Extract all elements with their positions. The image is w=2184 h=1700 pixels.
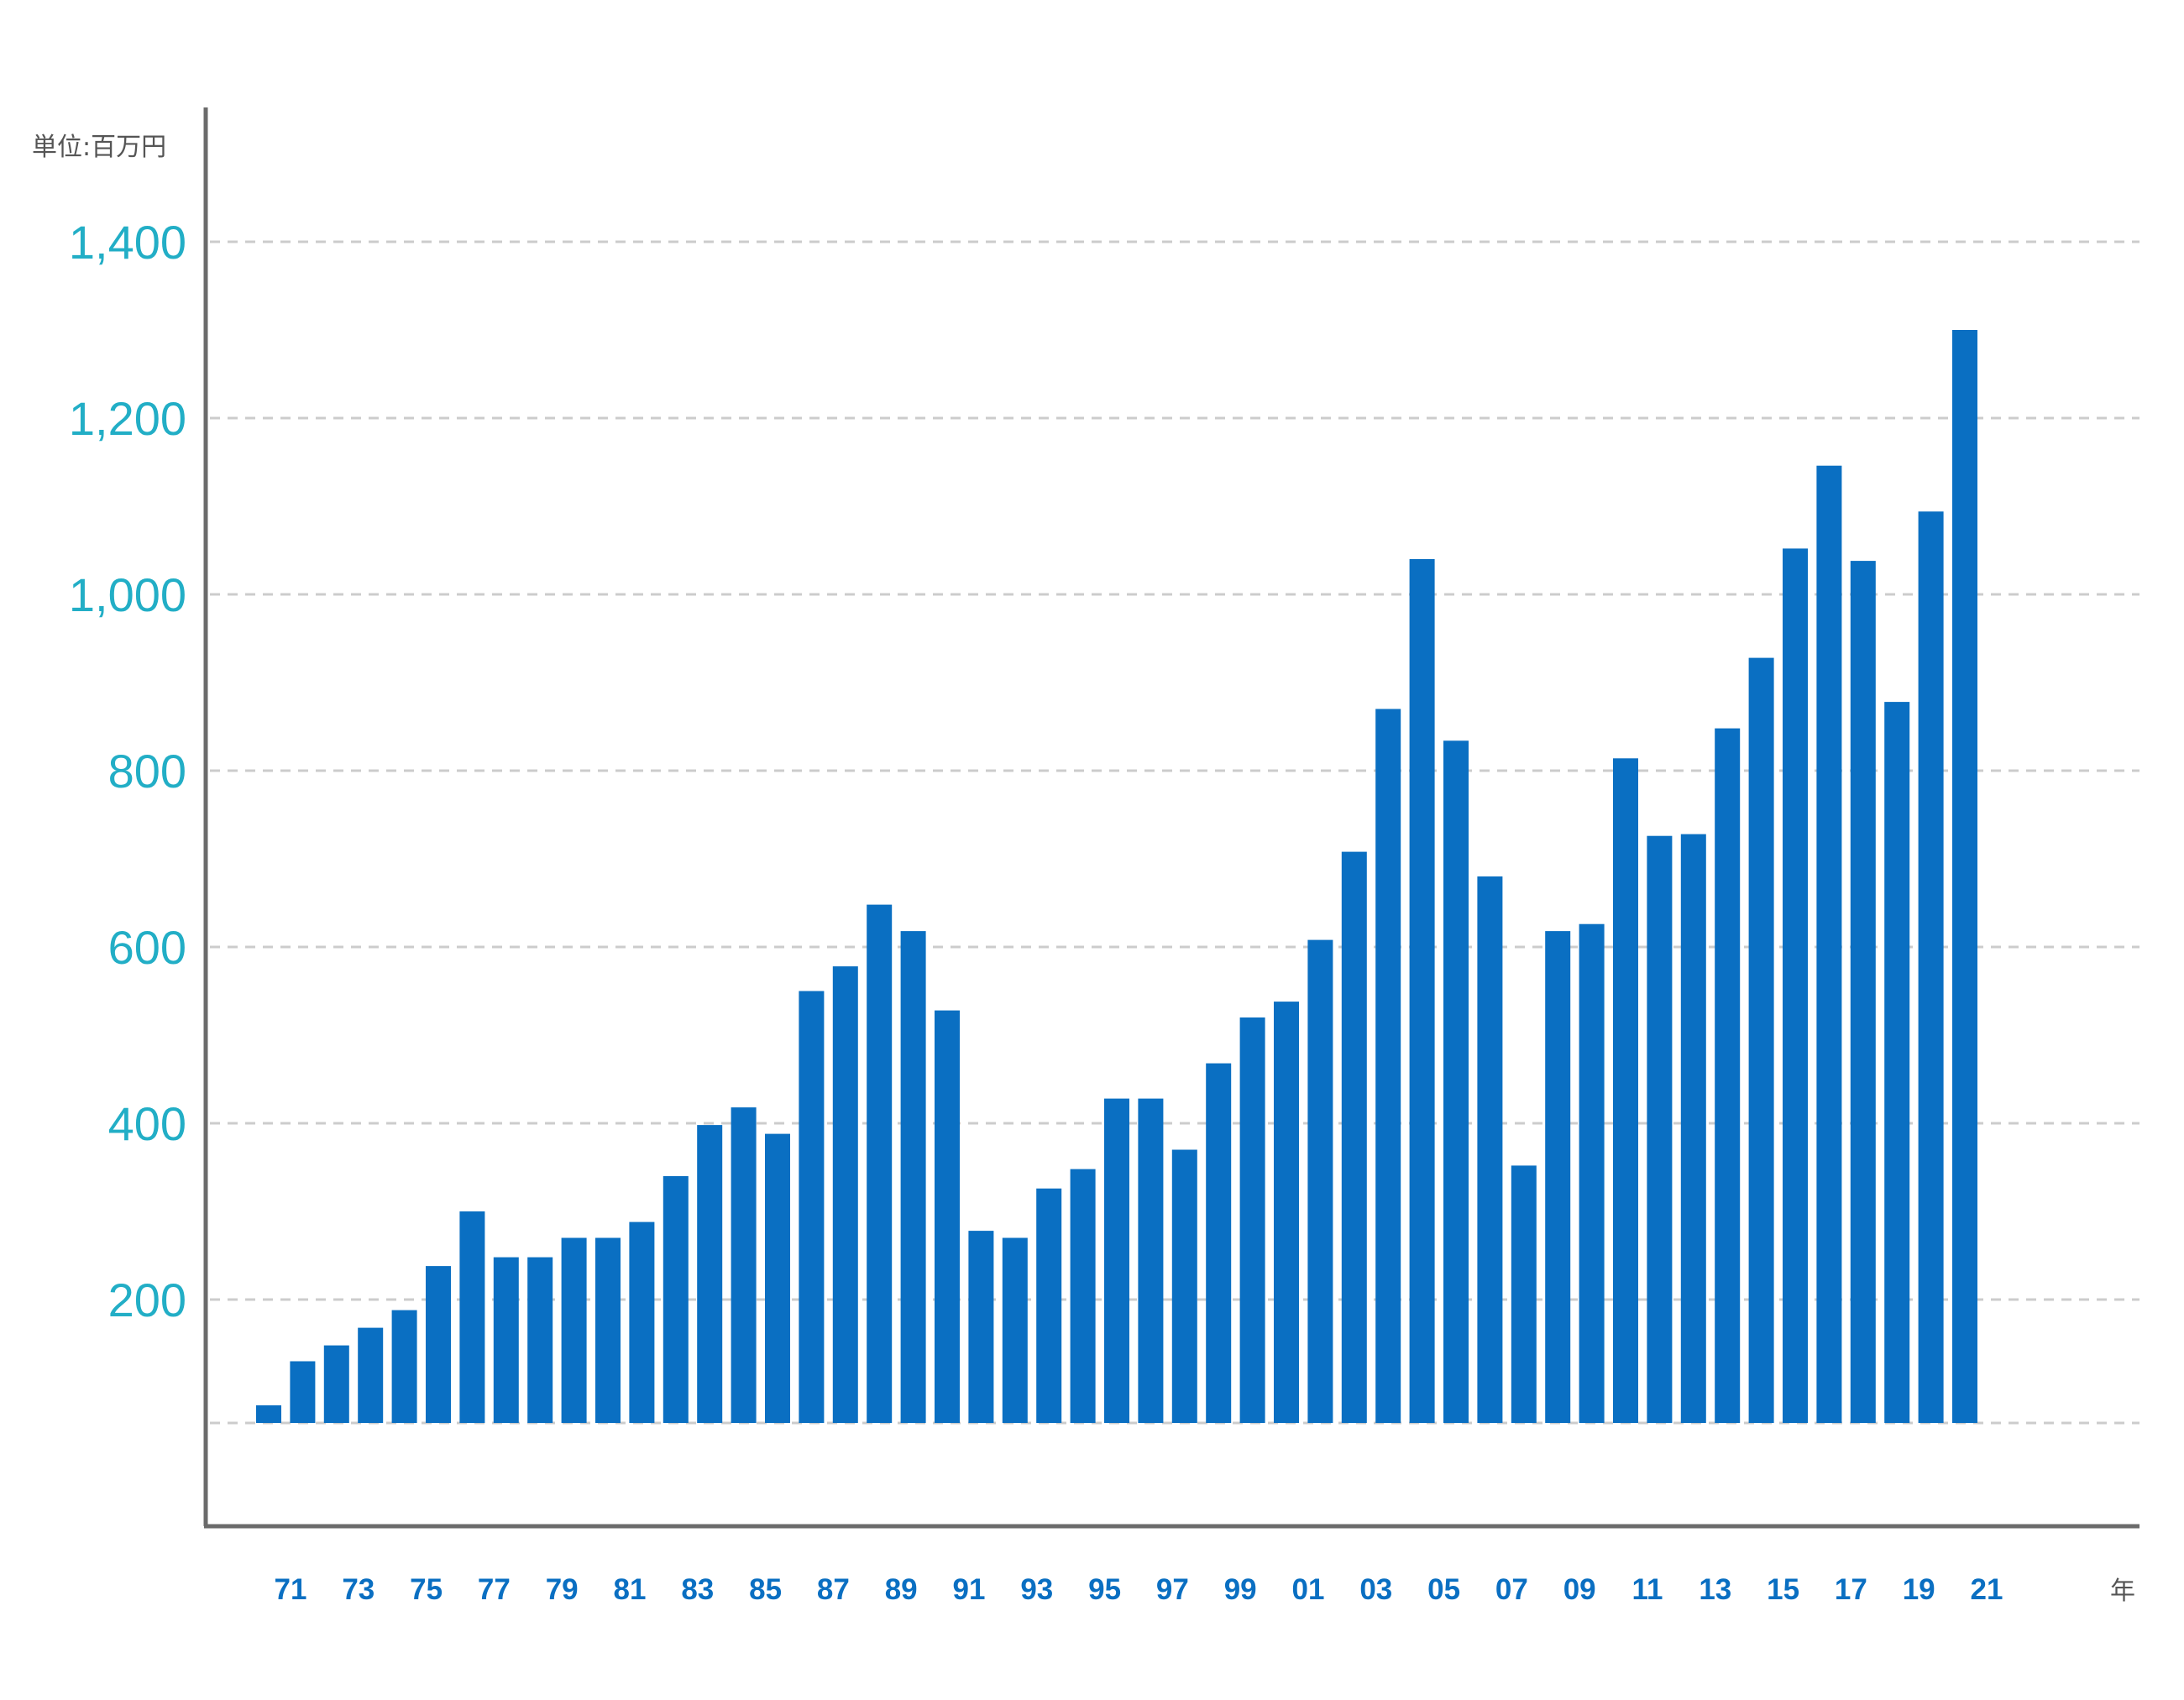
- bar: [1579, 923, 1605, 1423]
- bar: [459, 1211, 485, 1423]
- x-tick-label: 77: [478, 1573, 511, 1606]
- bar: [832, 966, 858, 1423]
- x-tick-label: 19: [1903, 1573, 1935, 1606]
- bar: [426, 1266, 451, 1423]
- y-tick-label: 600: [108, 921, 186, 974]
- x-tick-label: 17: [1835, 1573, 1867, 1606]
- x-tick-label: 89: [885, 1573, 918, 1606]
- bar: [867, 904, 893, 1423]
- bar: [1647, 835, 1673, 1423]
- bar: [1748, 657, 1774, 1423]
- bar: [1511, 1165, 1537, 1423]
- x-axis-unit-label: 年: [2110, 1577, 2135, 1606]
- bar: [391, 1310, 417, 1423]
- bar: [1680, 834, 1706, 1423]
- bar: [1850, 561, 1876, 1423]
- y-tick-label: 1,200: [69, 392, 186, 445]
- x-tick-label: 05: [1427, 1573, 1460, 1606]
- x-tick-label: 09: [1563, 1573, 1596, 1606]
- x-tick-label: 99: [1224, 1573, 1257, 1606]
- bar: [731, 1107, 757, 1423]
- bar: [1918, 511, 1944, 1423]
- x-tick-label: 85: [749, 1573, 782, 1606]
- bar: [1715, 728, 1741, 1423]
- bar: [1816, 465, 1842, 1424]
- unit-label: 単位:百万円: [32, 133, 166, 162]
- x-tick-label: 79: [546, 1573, 579, 1606]
- x-tick-label: 15: [1767, 1573, 1799, 1606]
- x-tick-label: 83: [681, 1573, 714, 1606]
- bar: [527, 1257, 553, 1423]
- x-tick-label: 97: [1156, 1573, 1189, 1606]
- x-tick-label: 95: [1088, 1573, 1121, 1606]
- x-tick-label: 13: [1699, 1573, 1731, 1606]
- bar: [323, 1345, 349, 1423]
- axes: [203, 107, 2139, 1529]
- bar: [1206, 1063, 1232, 1423]
- bar: [1070, 1169, 1096, 1423]
- bar: [697, 1125, 723, 1423]
- bar: [765, 1133, 790, 1423]
- bar: [493, 1257, 519, 1423]
- bar: [900, 931, 926, 1423]
- y-tick-label: 1,000: [69, 568, 186, 621]
- x-tick-label: 11: [1632, 1573, 1663, 1606]
- y-tick-labels: 200 400 600 800 1,000 1,200 1,400: [69, 216, 186, 1326]
- y-tick-label: 1,400: [69, 216, 186, 269]
- x-tick-label: 75: [410, 1573, 443, 1606]
- bar: [290, 1361, 316, 1423]
- x-tick-label: 21: [1971, 1573, 2003, 1606]
- bar: [561, 1237, 587, 1423]
- bar: [935, 1010, 960, 1423]
- bar: [1375, 709, 1401, 1423]
- bar: [1409, 559, 1435, 1423]
- bar: [1783, 548, 1808, 1423]
- bar: [799, 991, 825, 1423]
- y-tick-label: 400: [108, 1097, 186, 1150]
- bar: [595, 1237, 621, 1423]
- bar: [663, 1176, 689, 1423]
- x-tick-label: 81: [614, 1573, 647, 1606]
- x-tick-label: 01: [1292, 1573, 1325, 1606]
- y-tick-label: 800: [108, 745, 186, 798]
- bar: [1341, 851, 1367, 1423]
- x-tick-labels: 71 73 75 77 79 81 83 85 87 89 91 93 95 97 99 01 03 05 07 09…: [275, 1573, 2003, 1606]
- y-tick-label: 200: [108, 1274, 186, 1326]
- bar: [629, 1221, 655, 1423]
- bar: [1239, 1017, 1265, 1423]
- bar: [1274, 1002, 1299, 1423]
- bar: [1952, 330, 1977, 1423]
- bar: [1613, 758, 1638, 1423]
- bar: [1477, 876, 1503, 1423]
- bar: [1104, 1098, 1129, 1423]
- x-tick-label: 87: [817, 1573, 850, 1606]
- bar: [1443, 740, 1469, 1423]
- bar: [256, 1405, 281, 1423]
- bar: [1171, 1149, 1197, 1423]
- bar: [968, 1231, 994, 1423]
- bar: [1138, 1098, 1164, 1423]
- x-tick-label: 07: [1495, 1573, 1528, 1606]
- x-tick-label: 03: [1359, 1573, 1392, 1606]
- bars: [256, 330, 1977, 1424]
- x-tick-label: 93: [1020, 1573, 1053, 1606]
- bar: [1307, 939, 1333, 1423]
- x-tick-label: 71: [275, 1573, 307, 1606]
- bar: [1545, 931, 1571, 1423]
- x-tick-label: 91: [953, 1573, 986, 1606]
- bar: [1002, 1237, 1028, 1423]
- x-tick-label: 73: [342, 1573, 374, 1606]
- bar: [358, 1327, 384, 1423]
- bar: [1884, 702, 1910, 1423]
- bar: [1036, 1188, 1062, 1423]
